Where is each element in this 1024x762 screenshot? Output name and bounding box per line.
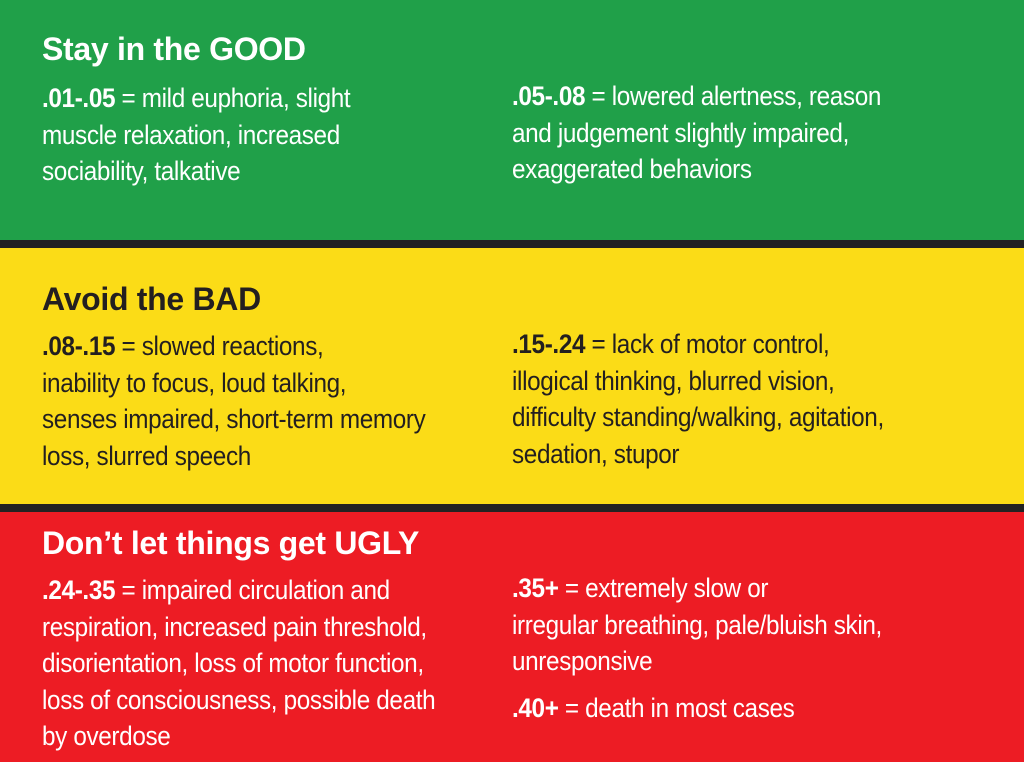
entry-bad-left: .08-.15 = slowed reactions, inability to…	[42, 328, 501, 474]
equals-separator: =	[585, 81, 612, 111]
entry-ugly-right-bottom: .40+ = death in most cases	[512, 690, 998, 727]
entry-good-right: .05-.08 = lowered alertness, reason and …	[512, 78, 998, 188]
heading-ugly: Don’t let things get UGLY	[42, 525, 420, 561]
range-label: .40+	[512, 693, 559, 723]
entry-line: lowered alertness, reason	[611, 81, 882, 111]
equals-separator: =	[115, 83, 142, 113]
range-label: .24-.35	[42, 575, 116, 605]
entry-line: lack of motor control,	[611, 329, 830, 359]
entry-line: mild euphoria, slight	[141, 83, 351, 113]
entry-line: muscle relaxation, increased	[42, 119, 340, 150]
equals-separator: =	[558, 693, 586, 723]
band-bad	[0, 248, 1024, 504]
entry-line: by overdose	[42, 721, 171, 751]
entry-line: loss of consciousness, possible death	[42, 684, 436, 715]
range-label: .05-.08	[512, 81, 586, 111]
range-label: .08-.15	[42, 331, 116, 361]
range-label: .35+	[512, 573, 559, 603]
entry-line: irregular breathing, pale/bluish skin,	[512, 609, 882, 640]
entry-line: and judgement slightly impaired,	[512, 117, 849, 148]
equals-separator: =	[115, 575, 142, 605]
entry-line: inability to focus, loud talking,	[42, 367, 347, 398]
entry-line: extremely slow or	[585, 573, 769, 603]
range-label: .15-.24	[512, 329, 586, 359]
entry-good-left: .01-.05 = mild euphoria, slight muscle r…	[42, 80, 501, 190]
range-label: .01-.05	[42, 83, 116, 113]
entry-line: illogical thinking, blurred vision,	[512, 365, 835, 396]
entry-bad-right: .15-.24 = lack of motor control, illogic…	[512, 326, 998, 472]
equals-separator: =	[115, 331, 142, 361]
equals-separator: =	[585, 329, 612, 359]
entry-line: sedation, stupor	[512, 438, 680, 469]
entry-line: unresponsive	[512, 646, 653, 676]
heading-bad: Avoid the BAD	[42, 281, 261, 317]
entry-line: senses impaired, short-term memory	[42, 404, 426, 434]
entry-line: loss, slurred speech	[42, 440, 251, 471]
band-ugly	[0, 512, 1024, 762]
entry-ugly-left: .24-.35 = impaired circulation and respi…	[42, 572, 501, 755]
entry-line: respiration, increased pain threshold,	[42, 611, 427, 642]
entry-line: impaired circulation and	[141, 575, 390, 605]
entry-ugly-right-top: .35+ = extremely slow or irregular breat…	[512, 570, 998, 680]
band-good	[0, 0, 1024, 240]
equals-separator: =	[558, 573, 586, 603]
entry-line: death in most cases	[585, 693, 795, 723]
entry-line: difficulty standing/walking, agitation,	[512, 402, 884, 432]
entry-line: sociability, talkative	[42, 156, 241, 186]
heading-good: Stay in the GOOD	[42, 31, 306, 67]
entry-line: disorientation, loss of motor function,	[42, 648, 424, 678]
entry-line: slowed reactions,	[141, 331, 324, 361]
entry-line: exaggerated behaviors	[512, 154, 752, 184]
